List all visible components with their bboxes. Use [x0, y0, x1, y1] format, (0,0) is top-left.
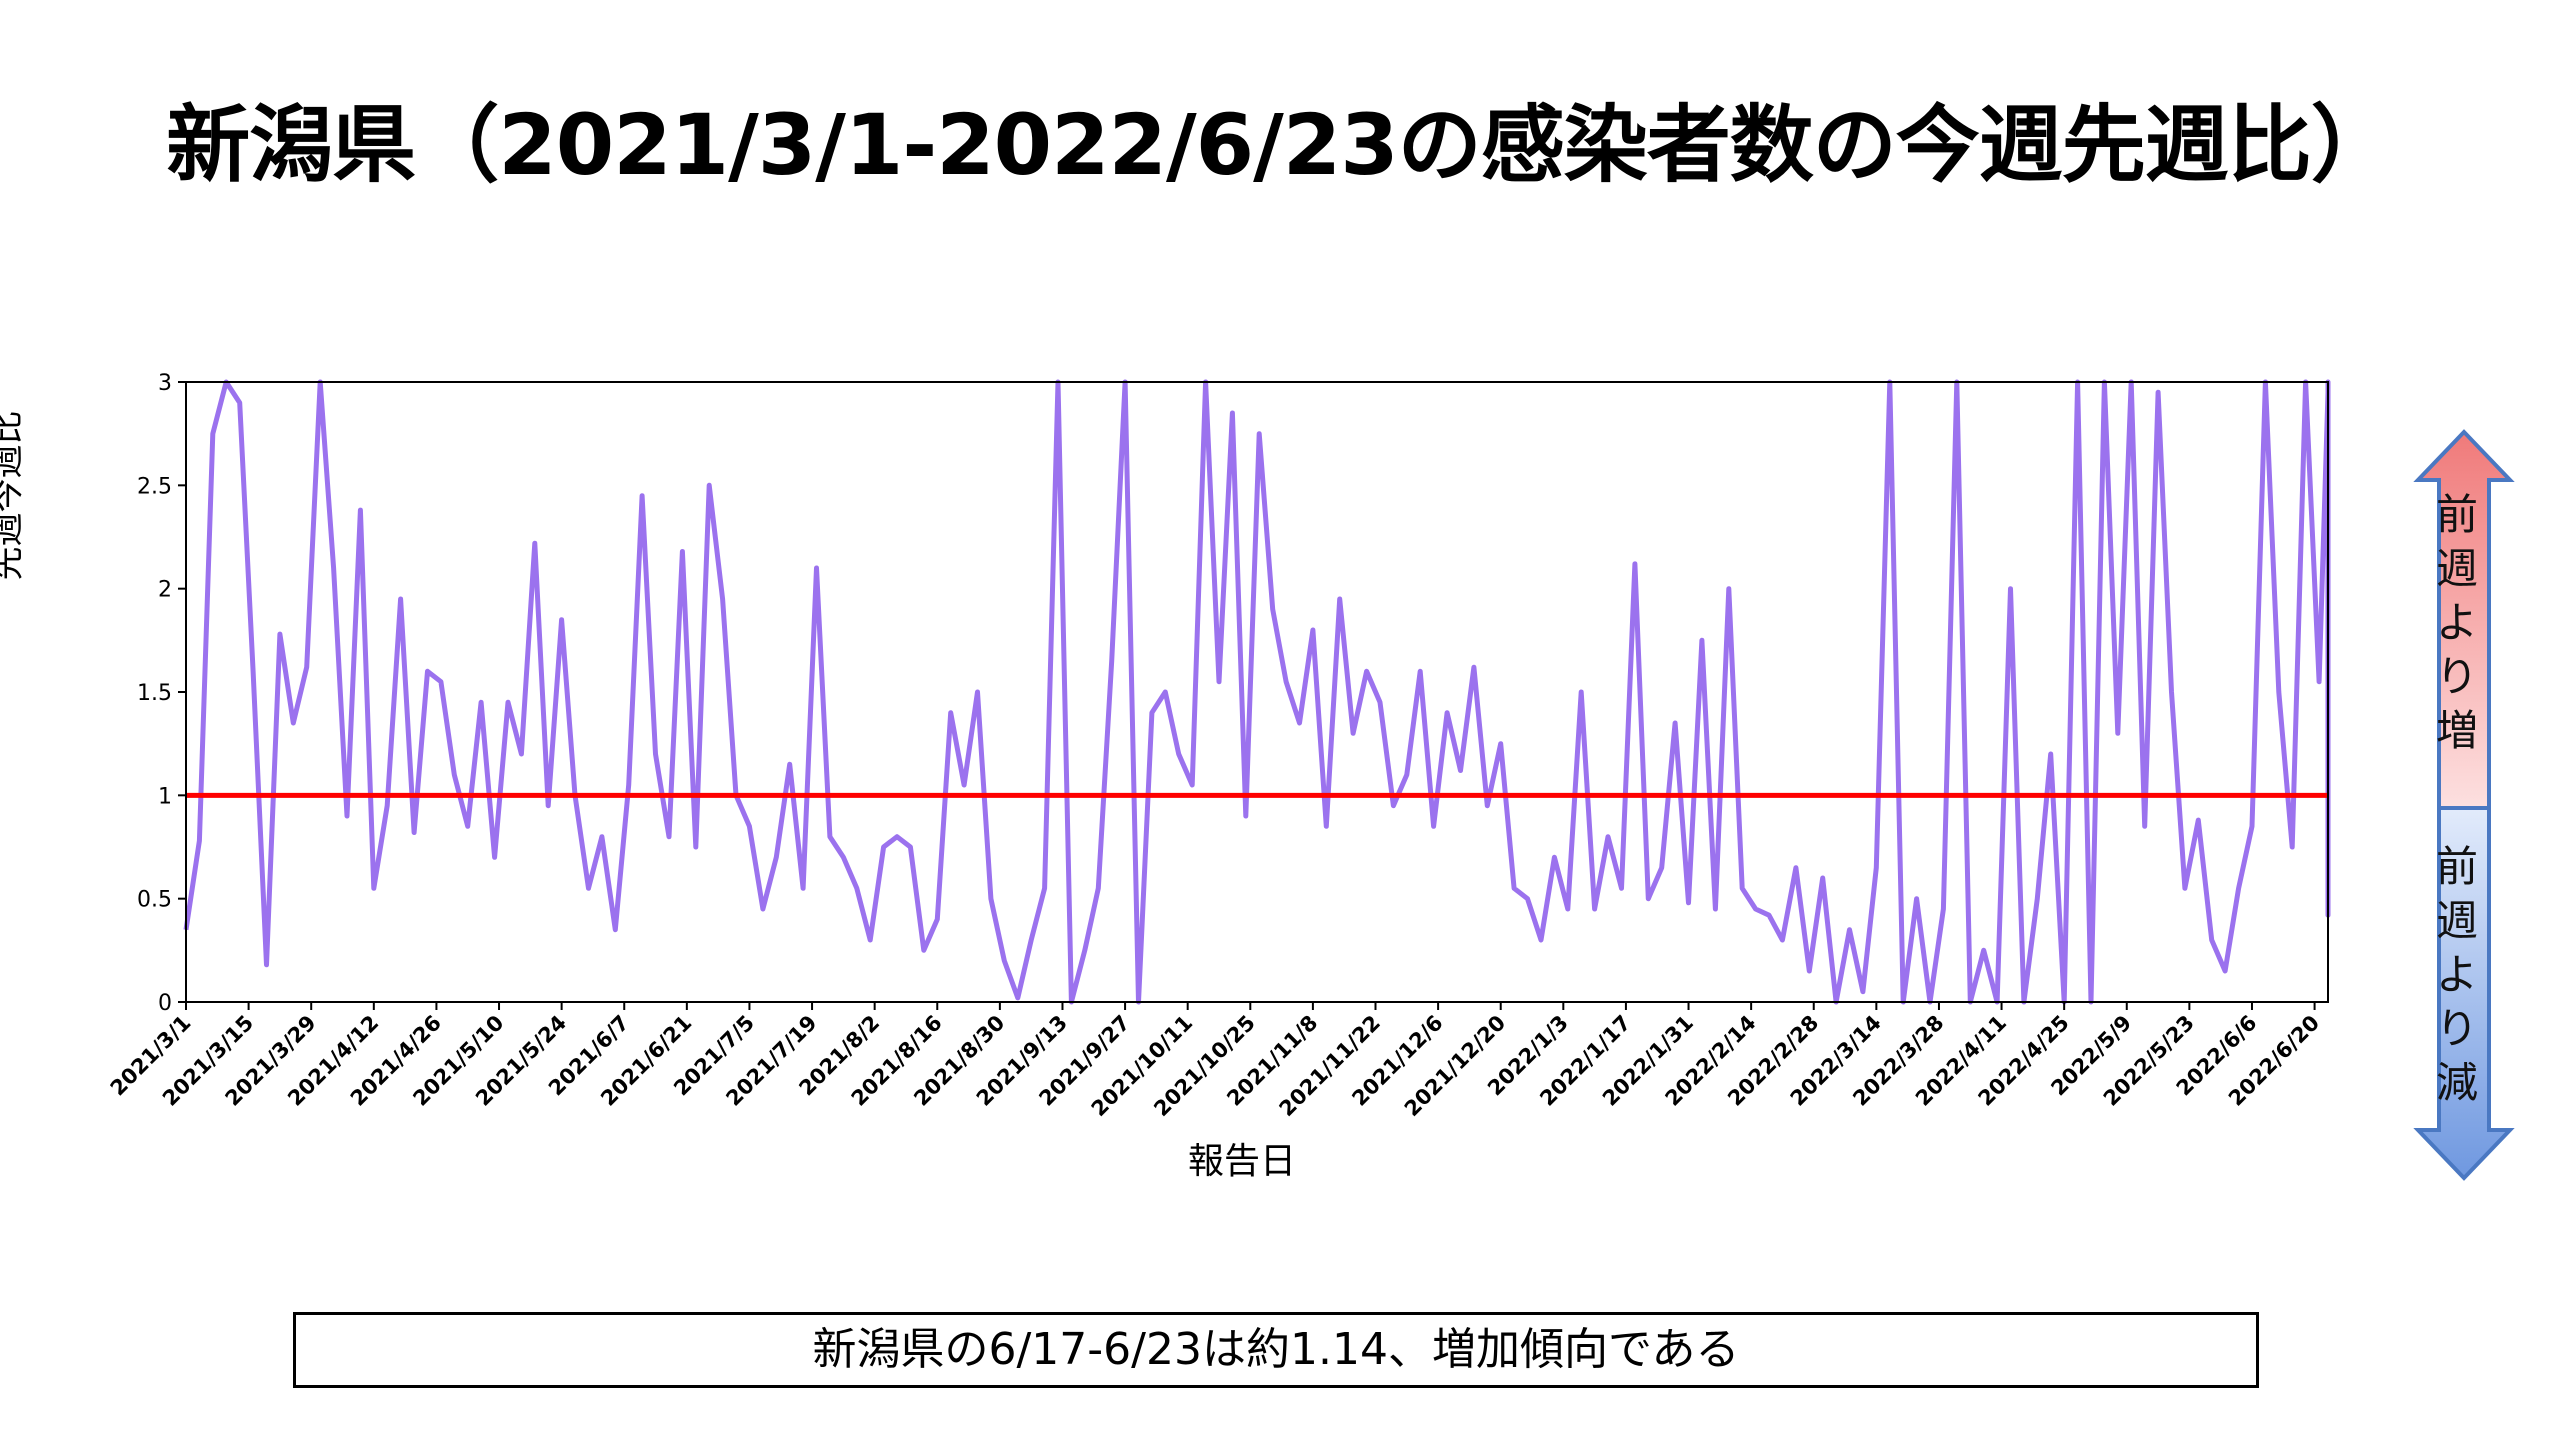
y-axis-label: 先週今週比 [0, 410, 28, 581]
chart-title: 新潟県（2021/3/1-2022/6/23の感染者数の今週先週比） [166, 96, 2394, 194]
increase-label: 前週より増 [2435, 490, 2478, 755]
y-tick-label: 1.5 [137, 681, 172, 706]
y-tick-label: 3 [158, 371, 172, 396]
decrease-label: 前週より減 [2435, 842, 2478, 1107]
trend-arrow [2413, 429, 2515, 1181]
y-tick-label: 0.5 [137, 888, 172, 913]
decrease-arrow-icon [2413, 806, 2515, 1181]
y-tick-label: 2 [158, 578, 172, 603]
plot-area-border [185, 381, 2329, 1003]
series-line [183, 379, 2331, 1005]
y-tick-label: 2.5 [137, 474, 172, 499]
y-tick-label: 0 [158, 991, 172, 1016]
summary-note: 新潟県の6/17-6/23は約1.14、増加傾向である [293, 1312, 2259, 1388]
x-axis-label: 報告日 [1188, 1141, 1297, 1182]
y-tick-label: 1 [158, 784, 172, 809]
